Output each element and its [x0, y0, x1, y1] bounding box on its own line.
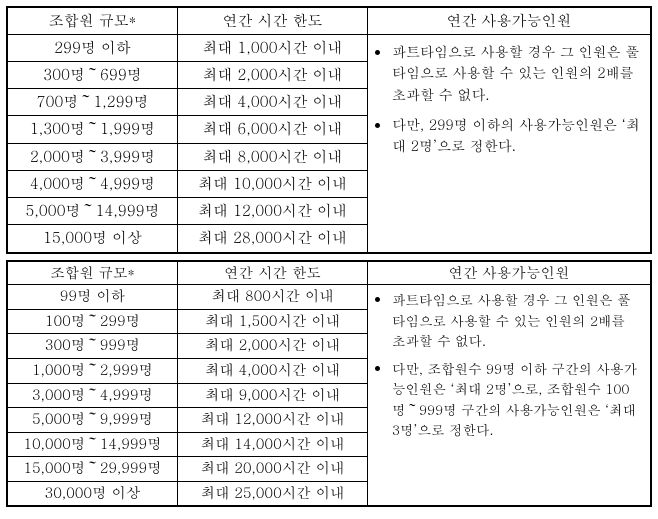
table-2-limit-header: 연간 시간 한도 — [178, 262, 367, 286]
notes-item: 파트타임으로 사용할 경우 그 인원은 풀타임으로 사용할 수 있는 인원의 2… — [392, 290, 642, 351]
table-row: 최대 25,000시간 이내 — [178, 482, 367, 506]
table-row: 최대 20,000시간 이내 — [178, 457, 367, 482]
table-1-scale-header: 조합원 규모* — [8, 8, 177, 35]
table-2-limit-col: 연간 시간 한도 최대 800시간 이내 최대 1,500시간 이내 최대 2,… — [178, 262, 368, 506]
table-row: 300명～999명 — [8, 334, 177, 359]
table-2-notes-body: 파트타임으로 사용할 경우 그 인원은 풀타임으로 사용할 수 있는 인원의 2… — [368, 285, 650, 505]
table-1-limit-header: 연간 시간 한도 — [178, 8, 367, 35]
table-row: 최대 2,000시간 이내 — [178, 62, 367, 89]
table-2-notes-header: 연간 사용가능인원 — [368, 262, 650, 286]
table-row: 30,000명 이상 — [8, 482, 177, 506]
table-row: 3,000명～4,999명 — [8, 384, 177, 409]
table-row: 15,000명 이상 — [8, 225, 177, 251]
table-row: 100명～299명 — [8, 310, 177, 335]
table-row: 10,000명～14,999명 — [8, 433, 177, 458]
table-row: 최대 10,000시간 이내 — [178, 171, 367, 198]
table-1-notes-col: 연간 사용가능인원 파트타임으로 사용할 경우 그 인원은 풀타임으로 사용할 … — [368, 8, 650, 252]
table-2-scale-header: 조합원 규모* — [8, 262, 177, 286]
table-row: 최대 12,000시간 이내 — [178, 198, 367, 225]
table-2: 조합원 규모* 99명 이하 100명～299명 300명～999명 1,000… — [6, 260, 652, 508]
table-row: 최대 6,000시간 이내 — [178, 116, 367, 143]
table-2-left: 조합원 규모* 99명 이하 100명～299명 300명～999명 1,000… — [8, 262, 368, 506]
table-row: 최대 8,000시간 이내 — [178, 144, 367, 171]
table-row: 300명～699명 — [8, 62, 177, 89]
table-row: 99명 이하 — [8, 285, 177, 310]
table-row: 1,000명～2,999명 — [8, 359, 177, 384]
table-2-scale-col: 조합원 규모* 99명 이하 100명～299명 300명～999명 1,000… — [8, 262, 178, 506]
notes-item: 다만, 조합원수 99명 이하 구간의 사용가능인원은 ‘최대 2명’으로, 조… — [392, 359, 642, 440]
table-row: 최대 1,500시간 이내 — [178, 310, 367, 335]
notes-item: 다만, 299명 이하의 사용가능인원은 ‘최대 2명’으로 정한다. — [392, 114, 642, 157]
table-row: 최대 800시간 이내 — [178, 285, 367, 310]
table-row: 15,000명～29,999명 — [8, 457, 177, 482]
table-row: 1,300명～1,999명 — [8, 116, 177, 143]
table-row: 2,000명～3,999명 — [8, 144, 177, 171]
table-row: 최대 28,000시간 이내 — [178, 225, 367, 251]
table-row: 5,000명～14,999명 — [8, 198, 177, 225]
table-row: 최대 4,000시간 이내 — [178, 89, 367, 116]
table-1-limit-col: 연간 시간 한도 최대 1,000시간 이내 최대 2,000시간 이내 최대 … — [178, 8, 368, 252]
table-1: 조합원 규모* 299명 이하 300명～699명 700명～1,299명 1,… — [6, 6, 652, 254]
table-row: 최대 1,000시간 이내 — [178, 35, 367, 62]
table-1-scale-col: 조합원 규모* 299명 이하 300명～699명 700명～1,299명 1,… — [8, 8, 178, 252]
table-2-notes-col: 연간 사용가능인원 파트타임으로 사용할 경우 그 인원은 풀타임으로 사용할 … — [368, 262, 650, 506]
table-row: 최대 14,000시간 이내 — [178, 433, 367, 458]
table-1-notes-body: 파트타임으로 사용할 경우 그 인원은 풀타임으로 사용할 수 있는 인원의 2… — [368, 35, 650, 252]
table-row: 299명 이하 — [8, 35, 177, 62]
table-1-notes-header: 연간 사용가능인원 — [368, 8, 650, 35]
table-row: 최대 4,000시간 이내 — [178, 359, 367, 384]
table-row: 최대 12,000시간 이내 — [178, 408, 367, 433]
table-row: 5,000명～9,999명 — [8, 408, 177, 433]
table-1-left: 조합원 규모* 299명 이하 300명～699명 700명～1,299명 1,… — [8, 8, 368, 252]
table-row: 700명～1,299명 — [8, 89, 177, 116]
table-row: 4,000명～4,999명 — [8, 171, 177, 198]
notes-item: 파트타임으로 사용할 경우 그 인원은 풀타임으로 사용할 수 있는 인원의 2… — [392, 41, 642, 106]
table-row: 최대 9,000시간 이내 — [178, 384, 367, 409]
table-row: 최대 2,000시간 이내 — [178, 334, 367, 359]
